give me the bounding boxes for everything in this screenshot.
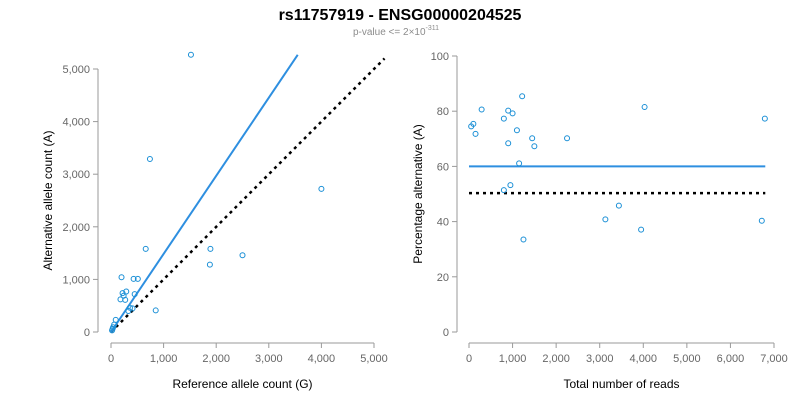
data-point xyxy=(531,143,538,150)
percentage-alternative-panel: 0 1,000 2,000 3,000 4,000 5,000 6,000 7,000 Tota… xyxy=(411,51,788,391)
x-tick-label: 2,000 xyxy=(202,353,230,365)
x-tick-label: 3,000 xyxy=(586,353,614,365)
y-tick-label: 40 xyxy=(437,217,449,229)
x-tick-label: 4,000 xyxy=(630,353,658,365)
data-point xyxy=(500,115,507,122)
y-tick-label: 20 xyxy=(437,272,449,284)
x-tick-label: 3,000 xyxy=(255,353,283,365)
p-value-text: p-value <= 2×10 xyxy=(353,27,426,38)
chart-title: rs11757919 - ENSG00000204525 xyxy=(279,7,522,24)
data-point xyxy=(119,290,126,297)
data-point xyxy=(478,106,485,113)
data-point xyxy=(207,245,214,252)
y-tick-label: 0 xyxy=(84,327,90,339)
data-point xyxy=(564,135,571,142)
y-tick-label: 5,000 xyxy=(62,64,90,76)
x-tick-label: 6,000 xyxy=(717,353,745,365)
data-point xyxy=(118,274,125,281)
data-point xyxy=(520,236,527,243)
data-point xyxy=(187,51,194,58)
data-point xyxy=(206,261,213,268)
data-point xyxy=(758,217,765,224)
data-point xyxy=(505,107,512,114)
data-point xyxy=(129,305,136,312)
x-tick-label: 0 xyxy=(108,353,114,365)
data-point xyxy=(472,130,479,137)
data-point xyxy=(509,110,516,117)
data-point xyxy=(110,324,117,331)
p-value-exponent: -311 xyxy=(426,25,440,32)
data-point xyxy=(500,187,507,194)
data-point xyxy=(602,216,609,223)
y-tick-label: 0 xyxy=(443,327,449,339)
y-tick-label: 3,000 xyxy=(62,169,90,181)
x-tick-label: 5,000 xyxy=(360,353,388,365)
data-point xyxy=(513,127,520,134)
data-point xyxy=(152,307,159,314)
data-point xyxy=(761,115,768,122)
data-point xyxy=(125,307,132,314)
x-tick-label: 5,000 xyxy=(673,353,701,365)
y-tick-label: 80 xyxy=(437,106,449,118)
x-tick-label: 7,000 xyxy=(760,353,788,365)
x-tick-label: 0 xyxy=(466,353,472,365)
y-axis-title: Alternative allele count (A) xyxy=(41,130,55,270)
data-point xyxy=(112,316,119,323)
data-point xyxy=(529,135,536,142)
data-point xyxy=(507,182,514,189)
data-point xyxy=(131,291,138,298)
data-point xyxy=(239,252,246,259)
data-point xyxy=(122,296,129,303)
x-tick-label: 1,000 xyxy=(150,353,178,365)
y-tick-label: 1,000 xyxy=(62,274,90,286)
y-tick-label: 100 xyxy=(431,51,449,63)
data-point xyxy=(126,304,133,311)
data-point xyxy=(318,185,325,192)
reference-line xyxy=(110,57,386,333)
x-tick-label: 2,000 xyxy=(542,353,570,365)
data-point xyxy=(516,160,523,167)
fit-line xyxy=(110,54,299,333)
data-point xyxy=(470,120,477,127)
x-tick-label: 4,000 xyxy=(308,353,336,365)
chart-subtitle: p-value <= 2×10-311 xyxy=(353,25,439,38)
data-point xyxy=(519,93,526,100)
allele-count-scatter-panel: 0 1,000 2,000 3,000 4,000 5,000 Reference alle… xyxy=(41,51,388,391)
x-axis-title: Reference allele count (G) xyxy=(172,377,312,391)
x-axis-title: Total number of reads xyxy=(563,377,679,391)
data-point xyxy=(641,104,648,111)
data-point xyxy=(505,140,512,147)
data-point xyxy=(123,288,130,295)
data-point xyxy=(142,245,149,252)
data-point xyxy=(134,275,141,282)
y-axis-title: Percentage alternative (A) xyxy=(411,124,425,263)
y-tick-label: 2,000 xyxy=(62,222,90,234)
data-point xyxy=(130,275,137,282)
y-tick-label: 60 xyxy=(437,161,449,173)
data-point xyxy=(615,202,622,209)
data-point xyxy=(146,155,153,162)
data-point xyxy=(638,226,645,233)
y-tick-label: 4,000 xyxy=(62,117,90,129)
x-tick-label: 1,000 xyxy=(499,353,527,365)
